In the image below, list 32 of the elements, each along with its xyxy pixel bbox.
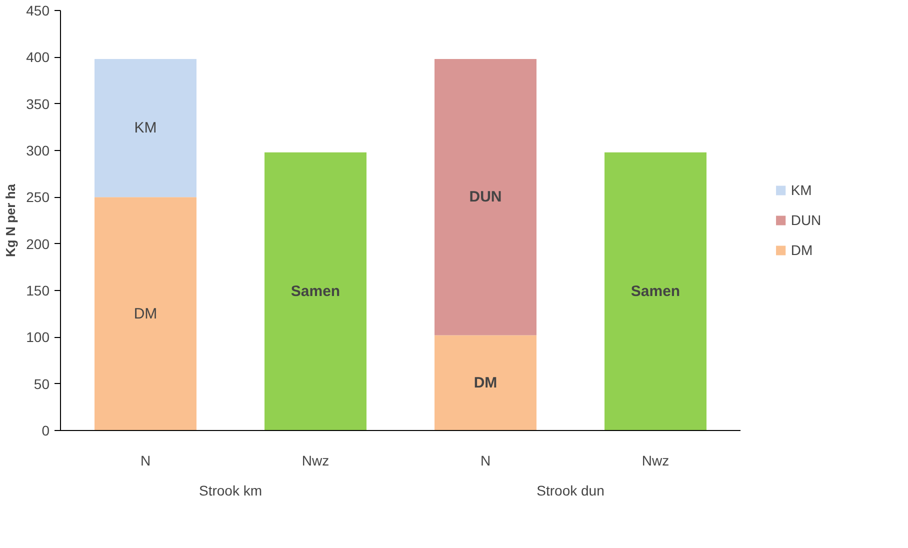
bar: [434, 335, 536, 430]
x-tick-label: Nwz: [642, 452, 670, 468]
y-tick-label: 350: [26, 96, 50, 112]
y-tick-label: 300: [26, 142, 50, 158]
y-tick-label: 150: [26, 282, 50, 298]
data-label: Samen: [290, 282, 340, 300]
x-tick-label: N: [480, 452, 491, 468]
bar: [604, 152, 706, 430]
y-tick-label: 100: [26, 329, 50, 346]
bar: [94, 59, 196, 198]
x-tick-label: N: [140, 452, 151, 468]
bar: [94, 197, 196, 430]
y-tick-label: 400: [26, 49, 50, 66]
y-tick-label: 250: [26, 189, 50, 206]
legend-label: DUN: [790, 212, 822, 228]
data-label: DUN: [469, 188, 502, 206]
y-axis-title: Kg N per ha: [3, 183, 18, 257]
text: Strook dun: [536, 482, 604, 498]
y-tick-label: 450: [26, 2, 50, 18]
legend-label: KM: [790, 182, 812, 198]
y-tick-label: 50: [34, 376, 50, 392]
y-tick-label: 200: [26, 236, 50, 252]
y-tick-label: 0: [42, 422, 50, 438]
legend-label: DM: [790, 242, 813, 258]
text: Strook km: [198, 482, 262, 498]
bar: [264, 152, 366, 430]
data-label: Samen: [630, 282, 680, 300]
data-label: DM: [134, 305, 158, 322]
bar: [434, 59, 536, 336]
data-label: KM: [134, 120, 157, 137]
x-tick-label: Nwz: [302, 452, 330, 468]
data-label: DM: [474, 374, 498, 392]
